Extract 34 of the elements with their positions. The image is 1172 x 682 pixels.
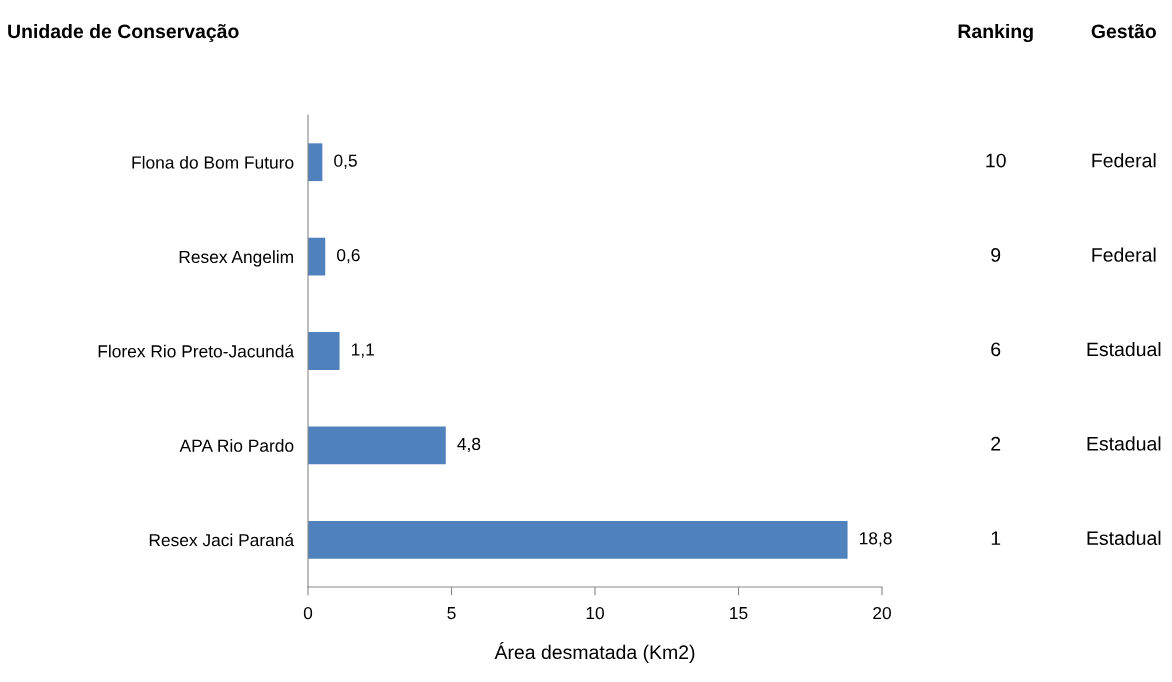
data-label: 0,5 [334, 154, 357, 169]
data-label: 1,1 [352, 343, 374, 358]
text: 10 [986, 153, 1006, 168]
bar [308, 143, 323, 182]
text: Estadual [1087, 436, 1161, 451]
data-label: 0,6 [337, 248, 360, 264]
x-tick-label: 5 [447, 607, 456, 620]
x-tick-label: 0 [303, 606, 313, 620]
data-label: 18,8 [859, 532, 892, 547]
x-tick-label: 10 [586, 606, 604, 620]
text: 9 [991, 248, 1001, 262]
bar [308, 520, 848, 559]
x-tick-label: 20 [873, 606, 891, 620]
bar [308, 426, 446, 465]
text: Ranking [958, 23, 1033, 43]
y-tick-label: APA Rio Pardo [179, 439, 294, 452]
text: Unidade de Conservação [8, 23, 239, 43]
text: Estadual [1087, 530, 1161, 546]
bar [308, 332, 340, 370]
text: Gestão [1091, 24, 1156, 39]
x-axis-title: Área desmatada (Km2) [494, 642, 695, 663]
y-tick-label: Resex Angelim [179, 250, 293, 267]
text: Federal [1092, 153, 1156, 168]
bar [308, 237, 326, 276]
y-tick-label: Resex Jaci Paraná [149, 533, 295, 547]
text: 1 [991, 531, 1001, 545]
text: Estadual [1087, 341, 1161, 357]
data-label: 4,8 [457, 437, 481, 453]
text: Federal [1092, 247, 1156, 262]
y-tick-label: Flona do Bom Futuro [132, 155, 294, 169]
text: 6 [991, 342, 1001, 357]
text: 2 [991, 436, 1001, 451]
y-tick-label: Florex Rio Preto-Jacundá [98, 344, 295, 358]
x-tick-label: 15 [730, 607, 748, 620]
